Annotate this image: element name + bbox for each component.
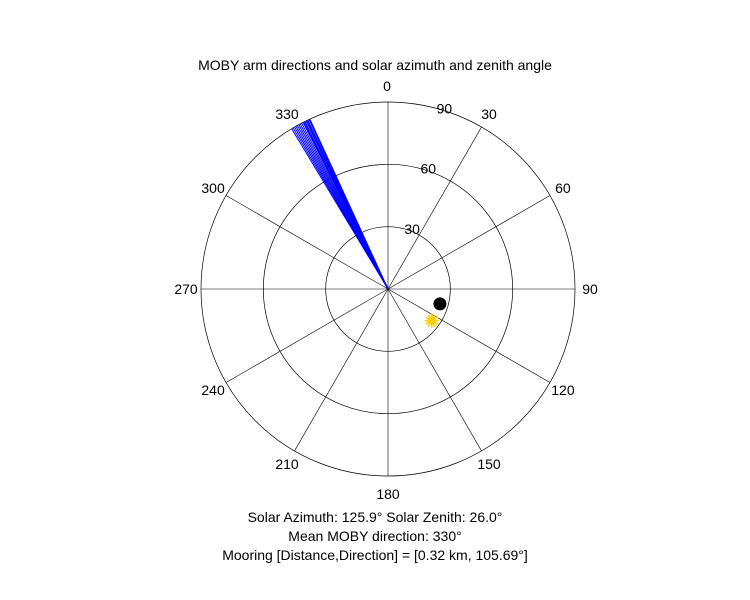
theta-tick-label-150: 150 xyxy=(477,456,501,472)
chart-title: MOBY arm directions and solar azimuth an… xyxy=(198,57,552,73)
moby-arm-line-15 xyxy=(309,118,389,290)
theta-tick-label-30: 30 xyxy=(481,106,497,122)
spoke-240 xyxy=(225,288,389,383)
theta-tick-label-120: 120 xyxy=(551,382,575,398)
ring-90 xyxy=(200,101,576,477)
spoke-300 xyxy=(225,195,389,290)
r-tick-label-90: 90 xyxy=(437,100,453,116)
r-tick-label-30: 30 xyxy=(404,221,420,237)
theta-tick-label-240: 240 xyxy=(201,382,225,398)
plot-data xyxy=(291,118,447,328)
r-tick-label-60: 60 xyxy=(420,161,436,177)
theta-tick-label-210: 210 xyxy=(275,456,299,472)
spoke-30 xyxy=(387,126,482,290)
sun-marker xyxy=(424,313,439,328)
ring-30 xyxy=(325,226,451,352)
theta-tick-label-0: 0 xyxy=(383,78,391,94)
theta-tick-label-180: 180 xyxy=(376,486,400,502)
spoke-210 xyxy=(294,288,389,452)
theta-tick-label-90: 90 xyxy=(582,281,598,297)
mooring-marker xyxy=(433,297,447,311)
mean-direction-annotation: Mean MOBY direction: 330° xyxy=(288,528,462,544)
spoke-120 xyxy=(387,288,551,383)
sun-core xyxy=(427,316,436,325)
theta-tick-label-270: 270 xyxy=(174,281,198,297)
spoke-60 xyxy=(387,195,551,290)
theta-tick-label-60: 60 xyxy=(555,180,571,196)
mooring-annotation: Mooring [Distance,Direction] = [0.32 km,… xyxy=(222,547,528,563)
spoke-150 xyxy=(387,288,482,452)
theta-tick-label-330: 330 xyxy=(275,106,299,122)
tick-labels: 0 30 60 90 120 150 180 210 240 270 300 330 30 60 90 xyxy=(174,78,598,502)
theta-tick-label-300: 300 xyxy=(201,180,225,196)
ring-60 xyxy=(262,163,514,415)
solar-angles-annotation: Solar Azimuth: 125.9° Solar Zenith: 26.0… xyxy=(247,509,503,525)
